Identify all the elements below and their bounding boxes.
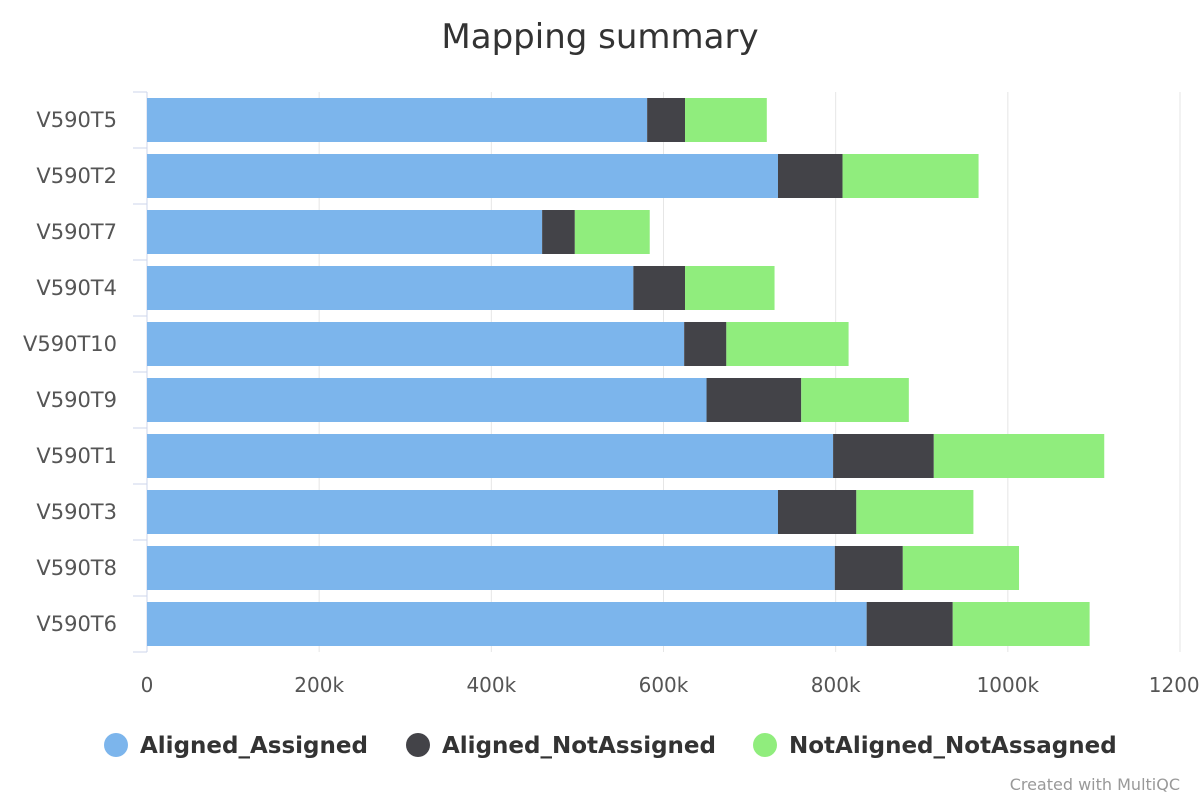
bar-V590T7-Aligned_NotAssigned (542, 210, 575, 254)
bar-V590T9-NotAligned_NotAssagned (801, 378, 909, 422)
bar-V590T8-Aligned_Assigned (147, 546, 835, 590)
x-tick-label: 1000k (977, 673, 1040, 697)
legend: Aligned_Assigned Aligned_NotAssigned NotAl… (104, 733, 1117, 759)
category-label: V590T4 (36, 276, 117, 300)
bar-V590T1-NotAligned_NotAssagned (933, 434, 1105, 478)
legend-label-Aligned_NotAssigned: Aligned_NotAssigned (442, 733, 716, 759)
category-label: V590T9 (36, 388, 117, 412)
legend-label-NotAligned_NotAssagned: NotAligned_NotAssagned (789, 733, 1117, 759)
bars-group (147, 98, 1105, 646)
category-label: V590T1 (36, 444, 117, 468)
bar-V590T2-Aligned_NotAssigned (777, 154, 843, 198)
bar-V590T4-Aligned_Assigned (147, 266, 634, 310)
bar-V590T4-NotAligned_NotAssagned (685, 266, 775, 310)
bar-V590T10-NotAligned_NotAssagned (726, 322, 849, 366)
legend-marker-Aligned_NotAssigned (406, 733, 430, 757)
legend-marker-Aligned_Assigned (104, 733, 128, 757)
bar-V590T6-Aligned_Assigned (147, 602, 867, 646)
legend-label-Aligned_Assigned: Aligned_Assigned (140, 733, 368, 759)
bar-V590T3-Aligned_Assigned (147, 490, 778, 534)
bar-V590T10-Aligned_NotAssigned (684, 322, 727, 366)
x-tick-label: 200k (294, 673, 344, 697)
category-labels: V590T5 V590T2 V590T7 V590T4 V590T10 V590T9 V59… (23, 108, 117, 636)
bar-V590T6-Aligned_NotAssigned (866, 602, 953, 646)
x-tick-label: 800k (811, 673, 861, 697)
bar-V590T8-Aligned_NotAssigned (834, 546, 903, 590)
x-tick-label: 1200k (1149, 673, 1200, 697)
category-label: V590T5 (36, 108, 117, 132)
credit-text[interactable]: Created with MultiQC (1010, 775, 1180, 794)
bar-V590T5-NotAligned_NotAssagned (685, 98, 767, 142)
bar-V590T1-Aligned_Assigned (147, 434, 834, 478)
x-tick-label: 0 (141, 673, 154, 697)
bar-V590T5-Aligned_NotAssigned (647, 98, 686, 142)
bar-V590T9-Aligned_NotAssigned (706, 378, 802, 422)
bar-V590T9-Aligned_Assigned (147, 378, 707, 422)
bar-V590T5-Aligned_Assigned (147, 98, 648, 142)
category-label: V590T7 (36, 220, 117, 244)
bar-V590T8-NotAligned_NotAssagned (902, 546, 1020, 590)
x-tick-label: 400k (466, 673, 516, 697)
x-tick-label: 600k (639, 673, 689, 697)
bar-V590T6-NotAligned_NotAssagned (952, 602, 1090, 646)
bar-V590T2-Aligned_Assigned (147, 154, 778, 198)
bar-V590T1-Aligned_NotAssigned (833, 434, 934, 478)
category-label: V590T6 (36, 612, 117, 636)
bar-V590T7-Aligned_Assigned (147, 210, 543, 254)
bar-V590T10-Aligned_Assigned (147, 322, 685, 366)
bar-V590T3-NotAligned_NotAssagned (856, 490, 974, 534)
bar-V590T3-Aligned_NotAssigned (777, 490, 857, 534)
bar-V590T7-NotAligned_NotAssagned (574, 210, 650, 254)
legend-marker-NotAligned_NotAssagned (753, 733, 777, 757)
bar-V590T2-NotAligned_NotAssagned (842, 154, 979, 198)
chart-title: Mapping summary (441, 17, 758, 57)
category-label: V590T2 (36, 164, 117, 188)
category-label: V590T3 (36, 500, 117, 524)
category-label: V590T8 (36, 556, 117, 580)
bar-V590T4-Aligned_NotAssigned (633, 266, 686, 310)
category-label: V590T10 (23, 332, 117, 356)
x-axis-ticks: 0 200k 400k 600k 800k 1000k 1200k (141, 673, 1200, 697)
